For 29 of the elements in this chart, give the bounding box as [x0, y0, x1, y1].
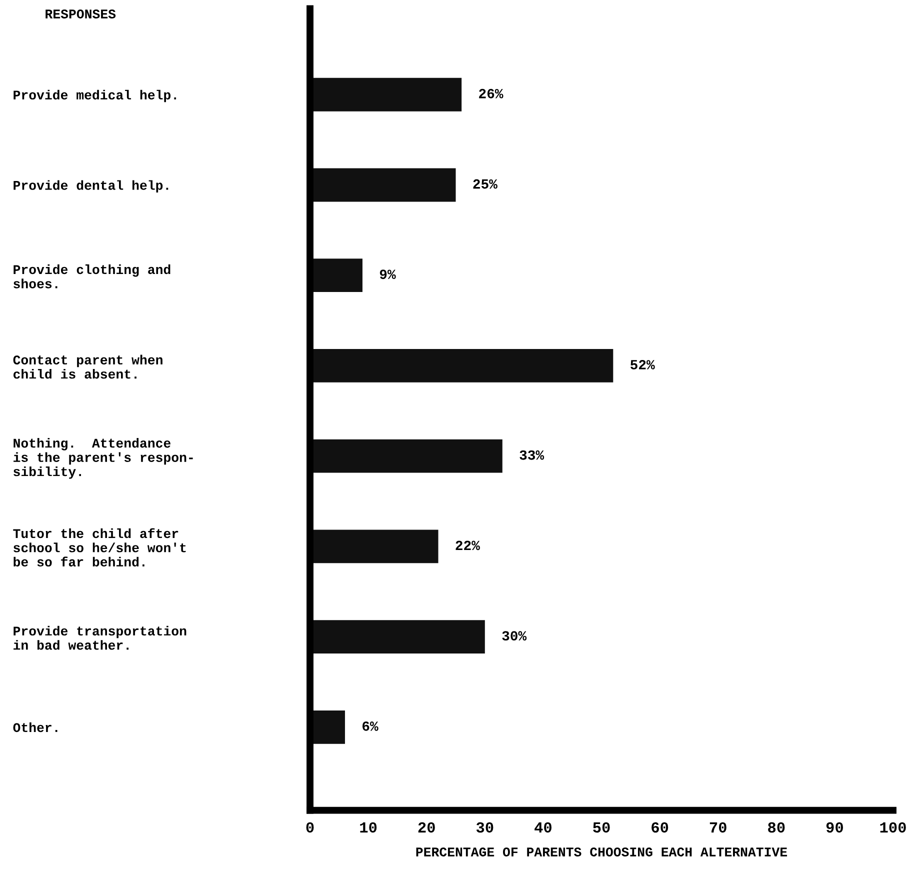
y-tick-label: Provide clothing and shoes.: [14, 264, 170, 288]
x-tick-label: 80: [768, 822, 785, 833]
y-tick-label: Contact parent when child is absent.: [13, 354, 162, 379]
y-tick-label: Other.: [13, 722, 58, 732]
data-label: 9%: [380, 270, 396, 280]
data-label: 25%: [473, 179, 498, 189]
y-tick-label: Tutor the child after school so he/she won't be so far behind.: [13, 528, 186, 567]
data-label: 22%: [456, 540, 480, 550]
x-tick-label: 90: [826, 822, 843, 833]
y-tick-label: Provide dental help.: [14, 180, 168, 192]
data-label: 6%: [362, 721, 378, 731]
y-tick-label: Nothing. Attendance is the parent's respon- sibility.: [14, 438, 193, 479]
data-label: 33%: [520, 450, 544, 460]
x-tick-label: 60: [652, 822, 668, 833]
y-axis-title: RESPONSES: [46, 9, 116, 18]
y-tick-label: Provide medical help.: [14, 90, 176, 102]
x-axis-title: PERCENTAGE OF PARENTS CHOOSING EACH ALTERNATIVE: [416, 848, 788, 856]
x-tick-label: 100: [880, 822, 906, 833]
x-tick-label: 10: [360, 822, 377, 833]
x-tick-label: 70: [710, 822, 726, 833]
data-label: 26%: [479, 88, 504, 98]
x-tick-label: 0: [306, 822, 314, 833]
data-label: 52%: [630, 360, 655, 370]
x-tick-label: 50: [593, 822, 610, 833]
data-label: 30%: [502, 631, 527, 641]
y-tick-label: Provide transportation in bad weather.: [14, 626, 186, 650]
x-tick-label: 30: [476, 822, 494, 833]
x-tick-label: 40: [534, 822, 552, 833]
x-tick-label: 20: [418, 822, 435, 833]
